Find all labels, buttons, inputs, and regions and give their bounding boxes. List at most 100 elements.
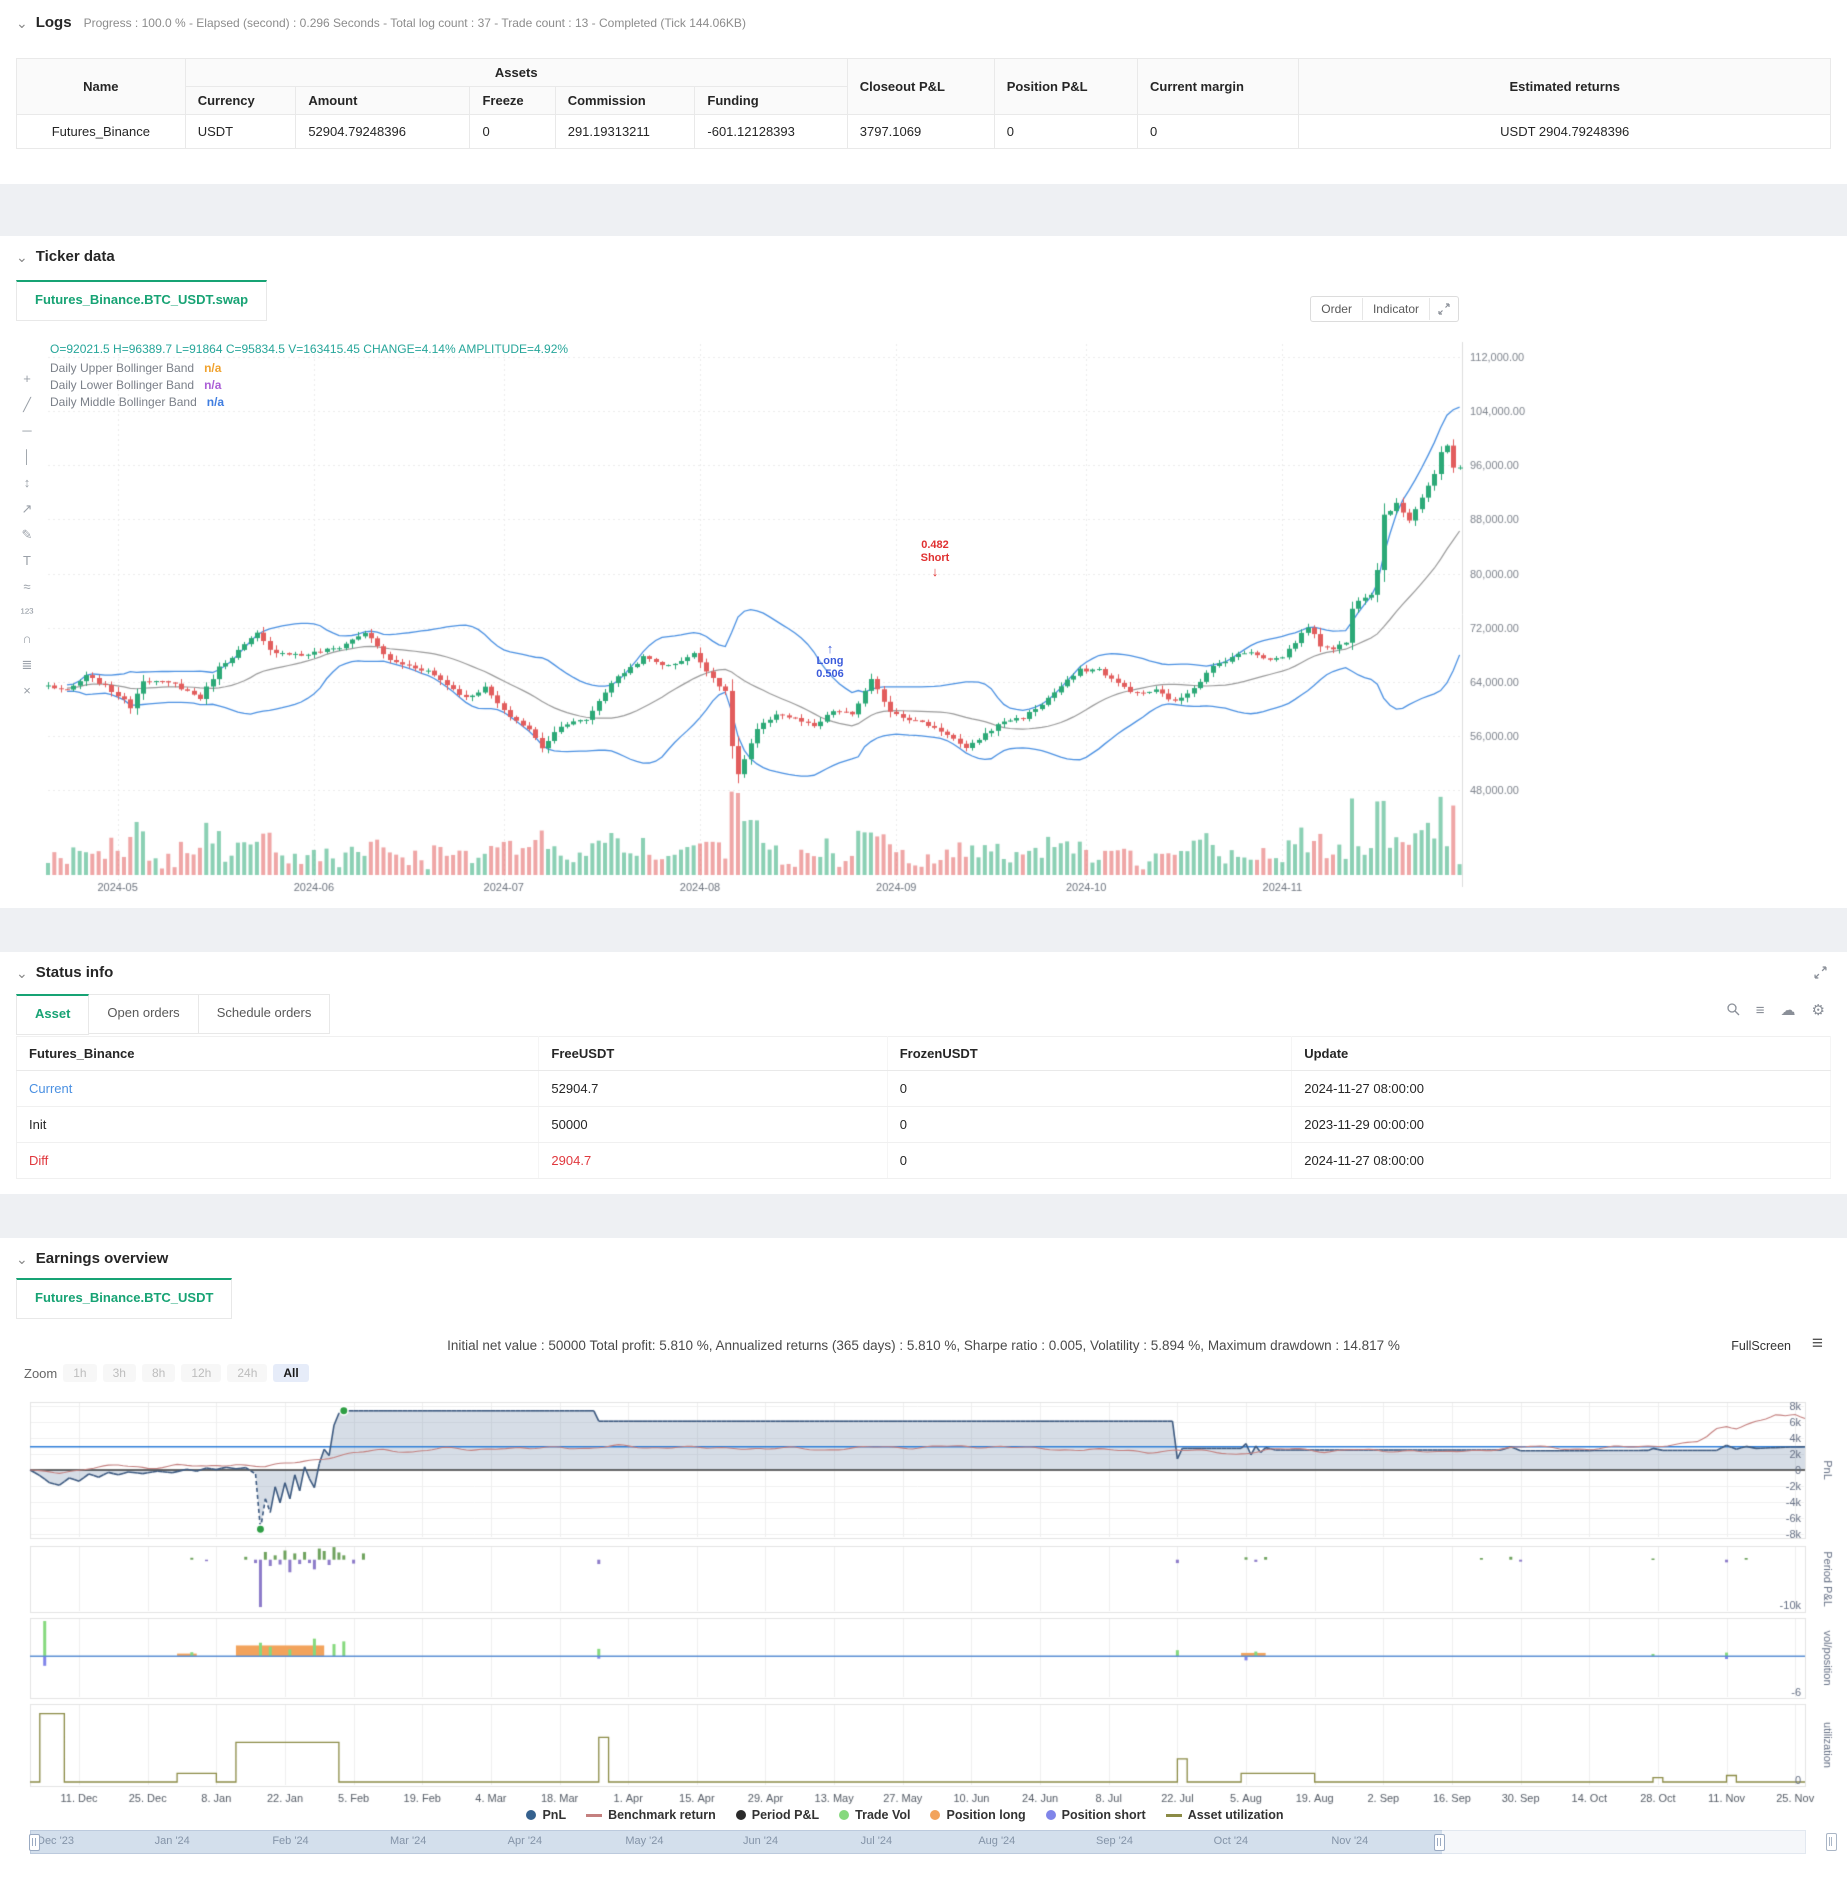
tab-earnings-symbol[interactable]: Futures_Binance.BTC_USDT — [16, 1278, 233, 1319]
earnings-section-title: Earnings overview — [35, 1250, 169, 1267]
table-row: Current 52904.7 0 2024-11-27 08:00:00 — [16, 1070, 1831, 1107]
logs-collapse-chevron-icon[interactable]: ⌄ — [16, 14, 28, 31]
wave-icon[interactable]: ≈ — [23, 579, 31, 594]
row-diff-free: 2904.7 — [538, 1142, 888, 1179]
range-icon[interactable]: ↕ — [23, 475, 31, 490]
tab-open-orders[interactable]: Open orders — [89, 994, 199, 1034]
legend-marker — [1045, 1810, 1056, 1820]
candlestick-chart-canvas[interactable] — [0, 324, 1847, 908]
cell-closeout-pnl: 3797.1069 — [846, 114, 995, 149]
search-icon[interactable] — [1726, 1002, 1740, 1020]
logs-section-title: Logs — [35, 14, 72, 31]
navigator-month-label: Apr '24 — [507, 1835, 543, 1847]
trend-line-icon[interactable]: ╱ — [23, 397, 31, 412]
earnings-collapse-chevron-icon[interactable]: ⌄ — [16, 1250, 28, 1267]
drawing-toolbar: + ╱ ─ │ ↕ ↗ ✎ T ≈ ¹²³ ∩ ≣ × — [14, 370, 40, 699]
table-row: Futures_Binance USDT 52904.79248396 0 29… — [16, 114, 1831, 149]
indicator-button[interactable]: Indicator — [1363, 298, 1430, 320]
status-col-account: Futures_Binance — [16, 1036, 540, 1071]
legend-lower-band-label: Daily Lower Bollinger Band — [50, 378, 195, 392]
chart-expand-icon[interactable] — [1430, 303, 1458, 315]
zoom-option-3h[interactable]: 3h — [102, 1364, 136, 1382]
chart-actions-group: Order Indicator — [1310, 296, 1459, 322]
earnings-legend: PnL Benchmark return Period P&L Trade Vol Po… — [0, 1808, 1810, 1822]
navigator-month-label: Jun '24 — [743, 1835, 779, 1847]
row-init-frozen: 0 — [887, 1106, 1293, 1143]
legend-item-pnl[interactable]: PnL — [526, 1808, 566, 1822]
chart-menu-icon[interactable]: ≡ — [1811, 1333, 1823, 1354]
price-label-icon[interactable]: ¹²³ — [20, 605, 34, 620]
legend-upper-band-label: Daily Upper Bollinger Band — [50, 361, 195, 375]
brush-icon[interactable]: ✎ — [21, 527, 33, 542]
ticker-collapse-chevron-icon[interactable]: ⌄ — [16, 248, 28, 265]
delete-icon[interactable]: × — [23, 683, 31, 698]
legend-middle-band-value: n/a — [206, 395, 225, 409]
short-trade-annotation: 0.482 Short ↓ — [900, 539, 970, 578]
legend-lower-band-value: n/a — [204, 378, 222, 392]
zoom-option-8h[interactable]: 8h — [141, 1364, 176, 1382]
tab-ticker-symbol[interactable]: Futures_Binance.BTC_USDT.swap — [16, 280, 268, 321]
row-current-label[interactable]: Current — [16, 1070, 540, 1107]
col-assets-group: Assets — [184, 58, 848, 87]
fullscreen-button[interactable]: FullScreen — [1731, 1339, 1791, 1353]
zoom-option-all[interactable]: All — [273, 1364, 309, 1382]
tab-schedule-orders[interactable]: Schedule orders — [198, 994, 331, 1034]
row-diff-frozen: 0 — [887, 1142, 1293, 1179]
vertical-line-icon[interactable]: │ — [22, 449, 32, 464]
legend-marker — [586, 1813, 603, 1817]
status-expand-icon[interactable] — [1814, 966, 1827, 984]
legend-item-position-long[interactable]: Position long — [930, 1808, 1026, 1822]
col-amount: Amount — [295, 86, 471, 115]
filter-icon[interactable]: ≡ — [1755, 1002, 1765, 1019]
status-col-frozen: FrozenUSDT — [887, 1036, 1293, 1071]
chart-navigator[interactable]: Dec '23 Jan '24 Feb '24 Mar '24 Apr '24 May '… — [29, 1830, 1445, 1854]
horizontal-line-icon[interactable]: ─ — [22, 423, 32, 438]
cell-name: Futures_Binance — [16, 114, 186, 149]
status-collapse-chevron-icon[interactable]: ⌄ — [16, 964, 28, 981]
legend-marker — [930, 1810, 941, 1820]
row-current-update: 2024-11-27 08:00:00 — [1291, 1070, 1831, 1107]
legend-item-position-short[interactable]: Position short — [1045, 1808, 1146, 1822]
order-button[interactable]: Order — [1311, 298, 1363, 320]
status-col-free: FreeUSDT — [538, 1036, 888, 1071]
legend-item-benchmark-return[interactable]: Benchmark return — [586, 1808, 716, 1822]
row-current-free: 52904.7 — [538, 1070, 888, 1107]
legend-marker — [735, 1810, 746, 1820]
text-tool-icon[interactable]: T — [23, 553, 31, 568]
legend-marker — [1165, 1813, 1182, 1817]
legend-item-period-p-l[interactable]: Period P&L — [735, 1808, 819, 1822]
earnings-summary-text: Initial net value : 50000 Total profit: … — [447, 1338, 1400, 1353]
cloud-download-icon[interactable]: ☁ — [1780, 1002, 1796, 1019]
zoom-option-1h[interactable]: 1h — [63, 1364, 97, 1382]
legend-item-trade-vol[interactable]: Trade Vol — [839, 1808, 910, 1822]
tab-asset[interactable]: Asset — [16, 994, 90, 1035]
ray-icon[interactable]: ↗ — [21, 501, 33, 516]
long-trade-annotation: ↑ Long 0.506 — [800, 642, 860, 681]
crosshair-icon[interactable]: + — [23, 371, 31, 386]
ticker-section-title: Ticker data — [35, 248, 115, 265]
legend-item-asset-utilization[interactable]: Asset utilization — [1165, 1808, 1284, 1822]
layers-icon[interactable]: ≣ — [21, 657, 33, 672]
navigator-month-label: Sep '24 — [1096, 1835, 1133, 1847]
ohlc-info: O=92021.5 H=96389.7 L=91864 C=95834.5 V=… — [50, 342, 569, 356]
navigator-month-label: Jan '24 — [154, 1835, 190, 1847]
cell-estimated-returns: USDT 2904.79248396 — [1298, 114, 1831, 149]
cell-amount: 52904.79248396 — [295, 114, 471, 149]
scrollbar-thumb[interactable] — [1826, 1833, 1837, 1851]
navigator-right-handle[interactable] — [1434, 1834, 1445, 1851]
col-closeout-pnl: Closeout P&L — [846, 58, 995, 115]
zoom-option-12h[interactable]: 12h — [181, 1364, 222, 1382]
zoom-option-24h[interactable]: 24h — [227, 1364, 268, 1382]
navigator-track[interactable] — [1442, 1830, 1806, 1854]
settings-gear-icon[interactable]: ⚙ — [1811, 1002, 1825, 1019]
legend-marker — [526, 1810, 537, 1820]
cell-freeze: 0 — [469, 114, 556, 149]
cell-commission: 291.19313211 — [554, 114, 696, 149]
magnet-icon[interactable]: ∩ — [22, 631, 32, 646]
legend-middle-band-label: Daily Middle Bollinger Band — [50, 395, 197, 409]
legend-marker — [839, 1810, 850, 1820]
earnings-chart-canvas[interactable] — [0, 1388, 1847, 1818]
zoom-label: Zoom — [24, 1365, 58, 1381]
navigator-left-handle[interactable] — [29, 1834, 40, 1851]
